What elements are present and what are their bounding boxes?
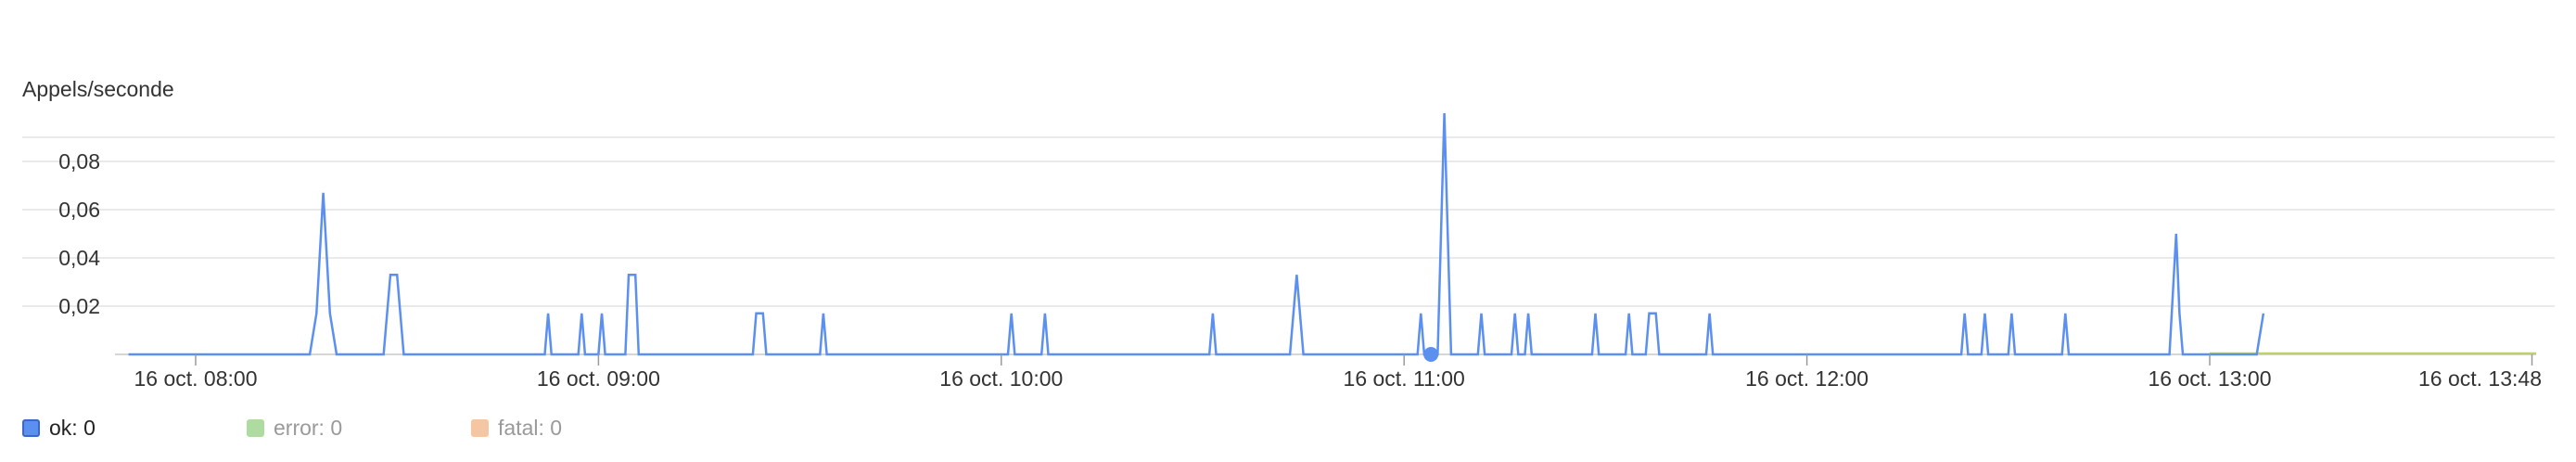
y-tick-label: 0,06 (58, 198, 100, 222)
x-tick-label: 16 oct. 10:00 (939, 366, 1063, 391)
y-axis-label: Appels/seconde (22, 77, 174, 101)
x-tick-label: 16 oct. 08:00 (134, 366, 258, 391)
legend-label: fatal: 0 (498, 416, 563, 440)
x-axis-ticks: 16 oct. 08:00 16 oct. 09:00 16 oct. 10:00 1… (134, 354, 2542, 391)
legend-label: ok: 0 (49, 416, 96, 440)
y-axis-ticks: 0,02 0,04 0,06 0,08 (58, 149, 100, 318)
legend-item-2[interactable]: fatal: 0 (471, 414, 562, 442)
x-tick-label: 16 oct. 13:00 (2149, 366, 2272, 391)
y-tick-label: 0,04 (58, 246, 100, 270)
y-tick-label: 0,02 (58, 294, 100, 318)
legend-label: error: 0 (274, 416, 343, 440)
legend-item-1[interactable]: error: 0 (247, 414, 342, 442)
legend-swatch (247, 418, 264, 437)
x-tick-label: 16 oct. 13:48 (2418, 366, 2542, 391)
grid-lines (22, 136, 2555, 307)
series-line-ok (128, 112, 2265, 356)
y-tick-label: 0,08 (58, 149, 100, 173)
x-tick-label: 16 oct. 12:00 (1745, 366, 1868, 391)
legend-swatch (22, 418, 40, 437)
series-layer (128, 112, 2536, 362)
legend-swatch (471, 418, 489, 437)
hover-point-marker (1423, 347, 1439, 362)
x-tick-label: 16 oct. 09:00 (537, 366, 660, 391)
legend-item-0[interactable]: ok: 0 (22, 414, 96, 442)
x-tick-label: 16 oct. 11:00 (1344, 366, 1465, 391)
